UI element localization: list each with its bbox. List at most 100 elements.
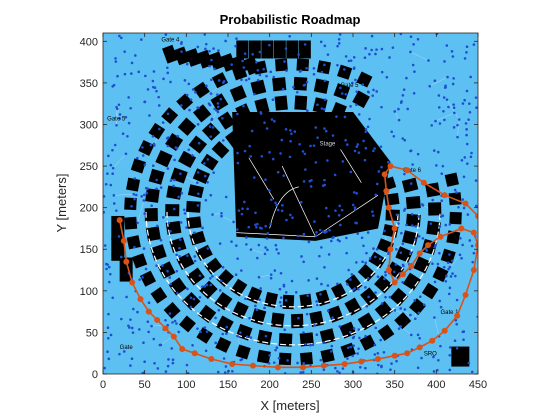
roadmap-node — [373, 343, 377, 347]
roadmap-node — [249, 336, 253, 339]
roadmap-node — [223, 371, 227, 374]
roadmap-node — [243, 52, 247, 55]
roadmap-node — [383, 277, 386, 281]
roadmap-node — [155, 187, 158, 191]
roadmap-node — [216, 105, 220, 109]
roadmap-node — [309, 144, 312, 148]
roadmap-node — [318, 254, 321, 258]
roadmap-node — [217, 308, 221, 312]
seating-block — [254, 97, 270, 115]
roadmap-edge — [434, 317, 440, 337]
roadmap-node — [283, 60, 286, 63]
field-line — [281, 165, 316, 237]
roadmap-node — [218, 289, 222, 292]
roadmap-node — [400, 231, 403, 235]
roadmap-node — [437, 358, 440, 362]
roadmap-node — [334, 209, 337, 212]
roadmap-node — [355, 261, 358, 264]
roadmap-node — [270, 118, 274, 121]
roadmap-node — [166, 144, 170, 148]
roadmap-node — [448, 354, 452, 357]
roadmap-node — [395, 248, 398, 251]
roadmap-node — [372, 149, 375, 153]
path-waypoint — [129, 279, 136, 286]
roadmap-node — [452, 103, 455, 106]
roadmap-node — [236, 151, 239, 155]
seating-block — [368, 251, 387, 269]
path-waypoint — [416, 344, 423, 351]
roadmap-node — [309, 343, 312, 347]
roadmap-node — [296, 361, 299, 365]
roadmap-node — [131, 331, 135, 334]
seating-block — [444, 172, 459, 187]
roadmap-node — [121, 132, 125, 136]
roadmap-node — [197, 192, 200, 196]
roadmap-node — [464, 122, 468, 125]
seating-block — [327, 305, 344, 323]
roadmap-node — [307, 279, 310, 282]
roadmap-node — [127, 324, 130, 328]
roadmap-node — [444, 279, 448, 283]
roadmap-node — [447, 292, 451, 296]
roadmap-node — [429, 222, 433, 225]
roadmap-node — [356, 143, 360, 146]
outer-building — [243, 56, 260, 76]
roadmap-node — [199, 330, 202, 334]
roadmap-node — [133, 197, 136, 201]
roadmap-node — [399, 101, 403, 104]
roadmap-node — [263, 121, 266, 124]
roadmap-node — [178, 246, 181, 250]
roadmap-node — [303, 83, 307, 87]
roadmap-node — [194, 90, 197, 94]
roadmap-node — [138, 278, 141, 281]
roadmap-node — [309, 363, 312, 367]
roadmap-node — [443, 118, 446, 122]
roadmap-node — [445, 274, 448, 278]
roadmap-node — [379, 338, 382, 342]
roadmap-node — [243, 149, 247, 153]
roadmap-node — [378, 257, 382, 261]
roadmap-node — [327, 214, 331, 218]
roadmap-node — [469, 75, 472, 79]
roadmap-node — [409, 35, 413, 38]
roadmap-node — [119, 255, 123, 259]
roadmap-node — [349, 278, 352, 281]
roadmap-node — [344, 92, 348, 96]
roadmap-node — [461, 198, 465, 201]
x-tick-label: 200 — [260, 379, 278, 391]
roadmap-node — [349, 59, 353, 62]
roadmap-node — [169, 80, 172, 84]
map-label: Stage — [320, 141, 336, 147]
roadmap-node — [368, 257, 372, 260]
roadmap-node — [416, 366, 420, 370]
roadmap-node — [259, 112, 263, 115]
roadmap-node — [162, 77, 165, 81]
roadmap-node — [196, 327, 199, 330]
roadmap-node — [276, 170, 280, 174]
roadmap-node — [217, 79, 221, 82]
roadmap-node — [274, 201, 277, 205]
seating-block — [374, 275, 393, 294]
roadmap-node — [323, 178, 326, 182]
roadmap-node — [209, 92, 213, 95]
roadmap-node — [197, 141, 201, 145]
roadmap-node — [448, 223, 452, 226]
roadmap-node — [167, 221, 171, 225]
roadmap-node — [336, 282, 339, 286]
roadmap-node — [185, 93, 189, 97]
roadmap-node — [470, 151, 473, 155]
roadmap-node — [175, 253, 178, 257]
roadmap-node — [123, 72, 127, 76]
roadmap-node — [197, 106, 200, 110]
roadmap-node — [431, 198, 434, 202]
roadmap-node — [186, 287, 189, 291]
roadmap-node — [275, 346, 279, 350]
roadmap-node — [433, 245, 436, 249]
roadmap-node — [258, 73, 262, 77]
roadmap-node — [343, 115, 347, 119]
x-tick-label: 450 — [469, 379, 487, 391]
roadmap-node — [275, 203, 278, 207]
roadmap-node — [402, 88, 406, 91]
roadmap-node — [134, 54, 137, 57]
roadmap-node — [282, 283, 286, 287]
